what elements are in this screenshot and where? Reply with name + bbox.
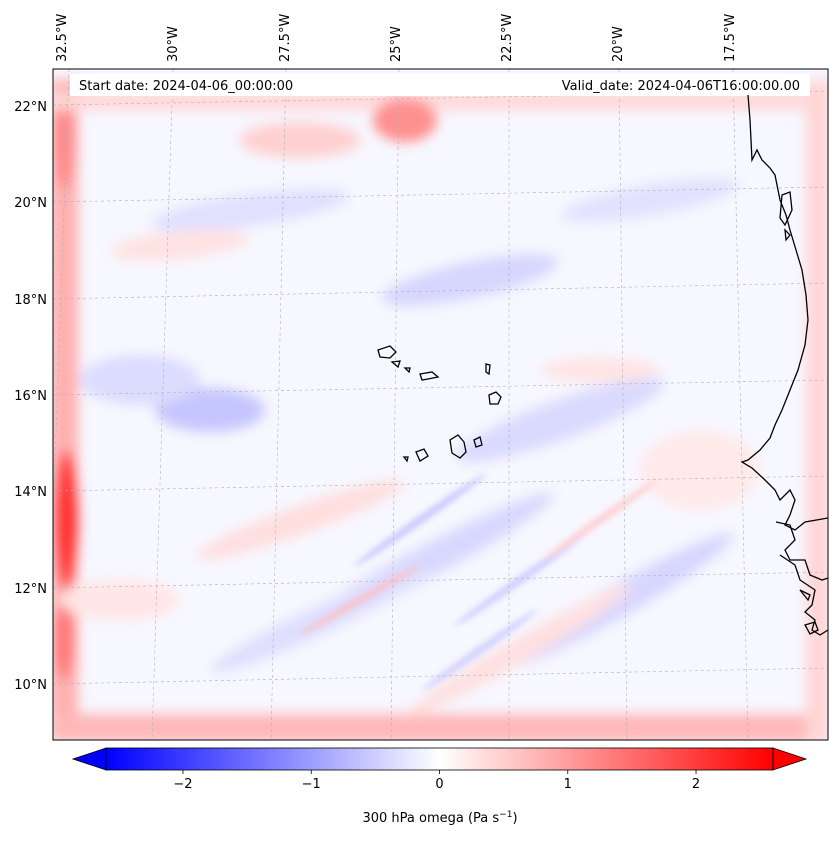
lon-label: 20°W [611,26,626,62]
header-strip [70,74,810,96]
colorbar-extend-min [71,747,107,771]
colorbar-title-main: 300 hPa omega (Pa s [362,811,499,826]
map-frame [52,68,829,741]
cape-verde-islands [377,345,502,463]
lon-label: 22.5°W [500,14,515,62]
colorbar-title-exp: −1 [499,810,512,820]
lat-label: 14°N [14,485,47,500]
colorbar-title-end: ) [512,811,517,826]
colorbar-tick-label: 2 [692,777,700,792]
lon-labels: 32.5°W 30°W 27.5°W 25°W 22.5°W 20°W 17.5… [55,14,738,62]
colorbar-title: 300 hPa omega (Pa s−1) [362,810,517,826]
lat-label: 22°N [14,100,47,115]
colorbar-tick-label: 0 [435,777,443,792]
omega-field [53,80,828,740]
lat-label: 12°N [14,582,47,597]
graticule [53,69,828,740]
valid-date-label: Valid_date: 2024-04-06T16:00:00.00 [562,79,800,94]
lat-label: 18°N [14,293,47,308]
colorbar-gradient [105,747,774,771]
colorbar: −2 −1 0 1 2 300 hPa omega (Pa s−1) [71,747,808,826]
africa-coastline [740,94,829,531]
colorbar-extend-max [772,747,808,771]
map-panel: Start date: 2024-04-06_00:00:00 Valid_da… [14,14,829,741]
colorbar-tick-label: −2 [173,777,192,792]
lon-label: 30°W [166,26,181,62]
colorbar-ticks: −2 −1 0 1 2 [173,770,700,792]
lat-label: 20°N [14,196,47,211]
lon-label: 32.5°W [55,14,70,62]
lon-label: 27.5°W [278,14,293,62]
lat-label: 10°N [14,678,47,693]
coastline [740,94,829,636]
lat-labels: 22°N 20°N 18°N 16°N 14°N 12°N 10°N [14,100,47,693]
lon-label: 17.5°W [723,14,738,62]
colorbar-tick-label: −1 [302,777,321,792]
colorbar-tick-label: 1 [564,777,572,792]
lat-label: 16°N [14,389,47,404]
start-date-label: Start date: 2024-04-06_00:00:00 [79,79,293,94]
lon-label: 25°W [389,26,404,62]
